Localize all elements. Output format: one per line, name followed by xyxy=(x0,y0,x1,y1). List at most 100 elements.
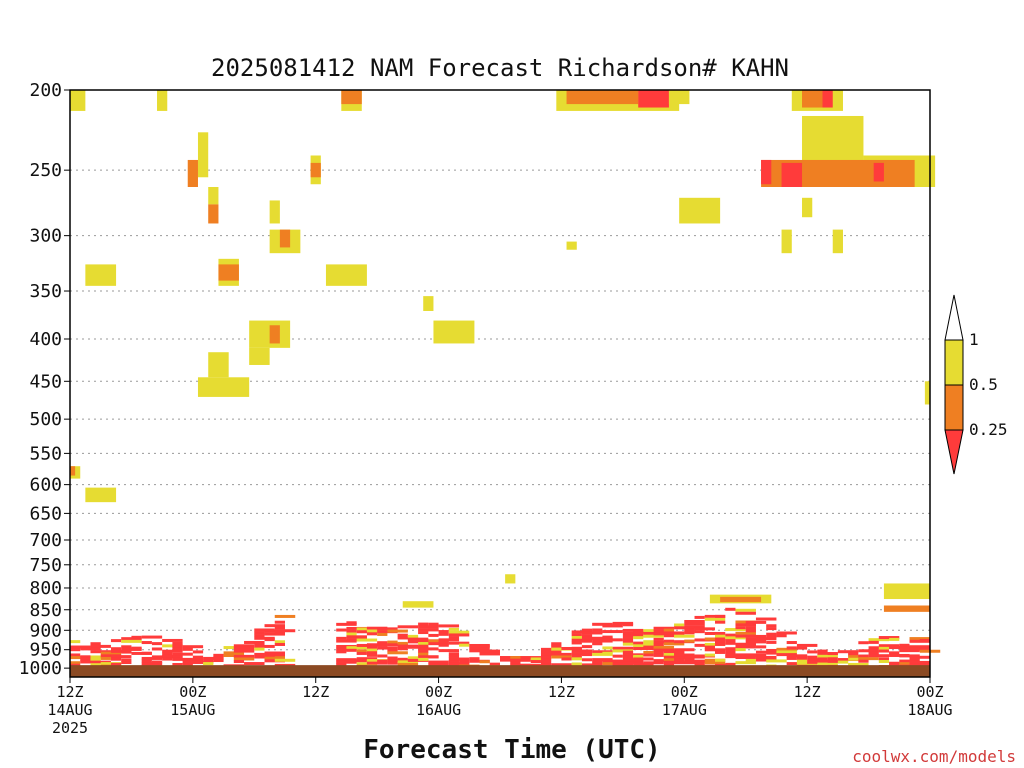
cell-321 xyxy=(612,654,623,658)
cell-363 xyxy=(653,648,675,652)
colorbar-tick-0: 1 xyxy=(969,330,979,349)
patch-46 xyxy=(402,601,434,608)
cell-115 xyxy=(274,632,285,636)
cell-382 xyxy=(674,634,695,638)
cell-133 xyxy=(346,621,357,625)
cell-411 xyxy=(704,631,726,635)
cell-304 xyxy=(592,642,603,646)
patch-9 xyxy=(269,200,280,224)
richardson-cells xyxy=(70,90,941,670)
cell-419 xyxy=(715,614,726,618)
cell-425 xyxy=(715,650,726,654)
patch-40 xyxy=(781,162,803,187)
cell-424 xyxy=(715,642,726,646)
ytick-label-200: 200 xyxy=(29,80,62,101)
cell-184 xyxy=(397,657,408,661)
ytick-label-750: 750 xyxy=(29,555,62,576)
cell-266 xyxy=(540,658,552,662)
xtick-label-48-0: 12Z xyxy=(548,683,575,701)
patch-31 xyxy=(802,197,813,218)
ytick-label-400: 400 xyxy=(29,329,62,350)
cell-407 xyxy=(694,662,705,666)
cell-394 xyxy=(684,631,695,635)
cell-349 xyxy=(643,634,664,638)
cell-364 xyxy=(653,651,664,655)
cell-493 xyxy=(796,646,808,650)
cell-490 xyxy=(786,656,797,660)
cell-550 xyxy=(899,659,910,663)
cell-116 xyxy=(274,640,285,644)
cell-518 xyxy=(848,652,859,656)
patch-32 xyxy=(832,229,843,254)
cell-492 xyxy=(796,643,818,647)
cell-220 xyxy=(438,643,449,647)
cell-546 xyxy=(899,643,910,647)
cell-504 xyxy=(817,649,828,653)
cell-436 xyxy=(725,652,736,656)
cell-426 xyxy=(715,658,726,662)
cell-183 xyxy=(397,647,408,651)
cell-7 xyxy=(80,647,101,651)
xtick-label-0-1: 14AUG xyxy=(47,701,92,719)
cell-479 xyxy=(766,659,787,663)
cell-527 xyxy=(868,638,890,642)
cell-112 xyxy=(274,620,285,624)
cell-270 xyxy=(551,642,562,646)
cell-77 xyxy=(203,662,214,666)
cell-214 xyxy=(428,663,449,667)
cell-82 xyxy=(223,651,245,655)
cell-332 xyxy=(622,650,634,654)
cell-416 xyxy=(704,653,715,657)
cell-173 xyxy=(387,648,398,652)
cell-70 xyxy=(182,663,193,667)
cell-454 xyxy=(745,620,767,624)
cell-311 xyxy=(602,630,623,634)
patch-17 xyxy=(249,347,270,365)
cell-555 xyxy=(909,645,930,649)
cell-423 xyxy=(715,640,726,644)
cell-60 xyxy=(172,644,183,648)
cell-194 xyxy=(418,622,429,626)
cell-290 xyxy=(581,628,593,632)
ytick-label-800: 800 xyxy=(29,578,62,599)
cell-51 xyxy=(151,660,163,664)
cell-517 xyxy=(837,660,849,664)
cell-560 xyxy=(909,663,930,667)
cell-135 xyxy=(346,629,357,633)
cell-354 xyxy=(643,653,654,657)
cell-353 xyxy=(643,650,654,654)
cell-34 xyxy=(121,650,132,654)
cell-53 xyxy=(162,638,183,642)
colorbar-swatch-orange xyxy=(944,384,964,431)
cell-463 xyxy=(745,658,756,662)
cell-344 xyxy=(633,657,654,661)
xtick-label-12-0: 00Z xyxy=(179,683,206,701)
cell-562 xyxy=(919,639,930,643)
cell-195 xyxy=(418,625,439,629)
cell-263 xyxy=(540,650,562,654)
cell-274 xyxy=(551,655,572,659)
cell-227 xyxy=(448,641,470,645)
cell-168 xyxy=(377,654,388,658)
cell-239 xyxy=(469,646,490,650)
cell-100 xyxy=(254,652,265,656)
cell-534 xyxy=(878,644,900,648)
cell-225 xyxy=(448,633,470,637)
cell-556 xyxy=(909,647,930,651)
cell-200 xyxy=(418,644,429,648)
cell-524 xyxy=(858,654,869,658)
cell-1 xyxy=(70,645,91,649)
ytick-label-700: 700 xyxy=(29,530,62,551)
patch-49 xyxy=(720,596,762,603)
ytick-label-450: 450 xyxy=(29,371,62,392)
cell-8 xyxy=(80,655,91,659)
cell-377 xyxy=(663,663,675,667)
cell-435 xyxy=(725,649,736,653)
patch-25 xyxy=(566,90,639,105)
cell-308 xyxy=(592,660,603,664)
patch-39 xyxy=(761,159,772,185)
cell-472 xyxy=(766,627,777,631)
cell-145 xyxy=(356,638,378,642)
cell-334 xyxy=(622,655,634,659)
cell-275 xyxy=(551,663,572,667)
